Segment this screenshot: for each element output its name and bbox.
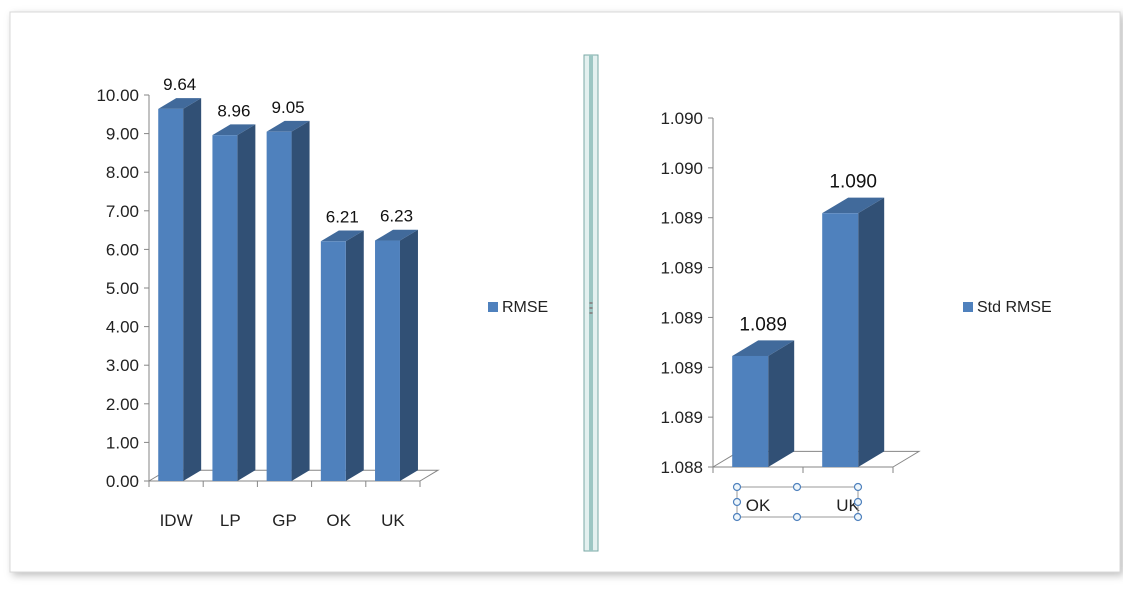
y-tick-label: 1.00 (106, 433, 139, 452)
bar-front (375, 240, 400, 481)
bar-front (158, 108, 184, 481)
legend: Std RMSE (963, 299, 1052, 316)
legend-swatch (488, 302, 498, 312)
bar-front (822, 213, 859, 467)
bar-gp (266, 120, 310, 482)
bar-side (183, 98, 202, 481)
selection-handle[interactable] (732, 512, 742, 522)
selection-handle[interactable] (853, 482, 863, 492)
data-label: 1.089 (739, 314, 787, 335)
selection-handle[interactable] (732, 482, 742, 492)
bar-ok (732, 340, 795, 467)
bar-top (320, 230, 364, 242)
y-tick-label: 3.00 (106, 356, 139, 375)
y-tick-label: 1.089 (660, 358, 703, 377)
bar-side (768, 340, 795, 467)
x-tick-label: OK (326, 511, 351, 530)
y-tick-label: 1.089 (660, 408, 703, 427)
y-tick-label: 8.00 (106, 163, 139, 182)
splitter-grip-icon[interactable] (589, 302, 593, 314)
bar-top (158, 98, 202, 109)
data-label: 6.21 (326, 207, 359, 226)
legend: RMSE (488, 299, 548, 316)
selection-handle[interactable] (792, 482, 802, 492)
bar-top (732, 340, 795, 356)
y-tick-label: 7.00 (106, 202, 139, 221)
bar-side (858, 197, 885, 467)
data-label: 8.96 (217, 101, 250, 120)
x-tick-label: IDW (160, 511, 193, 530)
selection-handle[interactable] (792, 512, 802, 522)
y-tick-label: 1.088 (660, 458, 703, 477)
bar-top (822, 197, 885, 214)
bar-ok (320, 230, 364, 481)
legend-label: Std RMSE (977, 299, 1052, 316)
bar-idw (158, 98, 202, 481)
y-tick-label: 10.00 (96, 86, 139, 105)
y-tick-label: 1.089 (660, 209, 703, 228)
y-tick-label: 2.00 (106, 395, 139, 414)
rmse-chart: 0.00 1.00 2.00 3.00 4.00 5.00 6.00 7.00 8.00 9.00… (96, 75, 548, 530)
y-tick-label: 1.090 (660, 109, 703, 128)
bar-uk (822, 197, 885, 467)
bar-side (237, 124, 256, 482)
selection-handle[interactable] (732, 497, 742, 507)
y-tick-label: 0.00 (106, 472, 139, 491)
x-tick-label: OK (746, 496, 771, 515)
data-label: 6.23 (380, 207, 413, 226)
bar-front (732, 355, 769, 467)
y-tick-label: 5.00 (106, 279, 139, 298)
x-tick-label: LP (220, 511, 241, 530)
bar-side (345, 230, 364, 481)
bar-front (212, 135, 238, 482)
legend-label: RMSE (502, 299, 548, 316)
bar-side (399, 229, 418, 481)
data-label: 1.090 (829, 172, 877, 193)
y-tick-label: 1.090 (660, 159, 703, 178)
bar-front (266, 131, 292, 482)
y-tick-label: 1.089 (660, 259, 703, 278)
y-tick-label: 9.00 (106, 125, 139, 144)
category-axis-selection[interactable] (732, 482, 863, 522)
y-tick-label: 1.089 (660, 308, 703, 327)
y-tick-label: 4.00 (106, 318, 139, 337)
bar-uk (375, 229, 418, 481)
bar-top (266, 120, 310, 132)
bar-lp (212, 124, 256, 482)
y-tick-label: 6.00 (106, 240, 139, 259)
bar-top (375, 229, 418, 241)
data-label: 9.64 (163, 75, 196, 94)
bar-top (212, 124, 256, 136)
x-tick-label: GP (272, 511, 297, 530)
x-tick-label: UK (381, 511, 405, 530)
data-label: 9.05 (272, 98, 305, 117)
selection-handle[interactable] (853, 497, 863, 507)
selection-handle[interactable] (853, 512, 863, 522)
bar-front (320, 241, 346, 481)
std-rmse-chart: 1.088 1.089 1.089 1.089 1.089 1.089 1.090 1.090… (660, 109, 1052, 522)
legend-swatch (963, 302, 973, 312)
bar-side (291, 120, 310, 482)
